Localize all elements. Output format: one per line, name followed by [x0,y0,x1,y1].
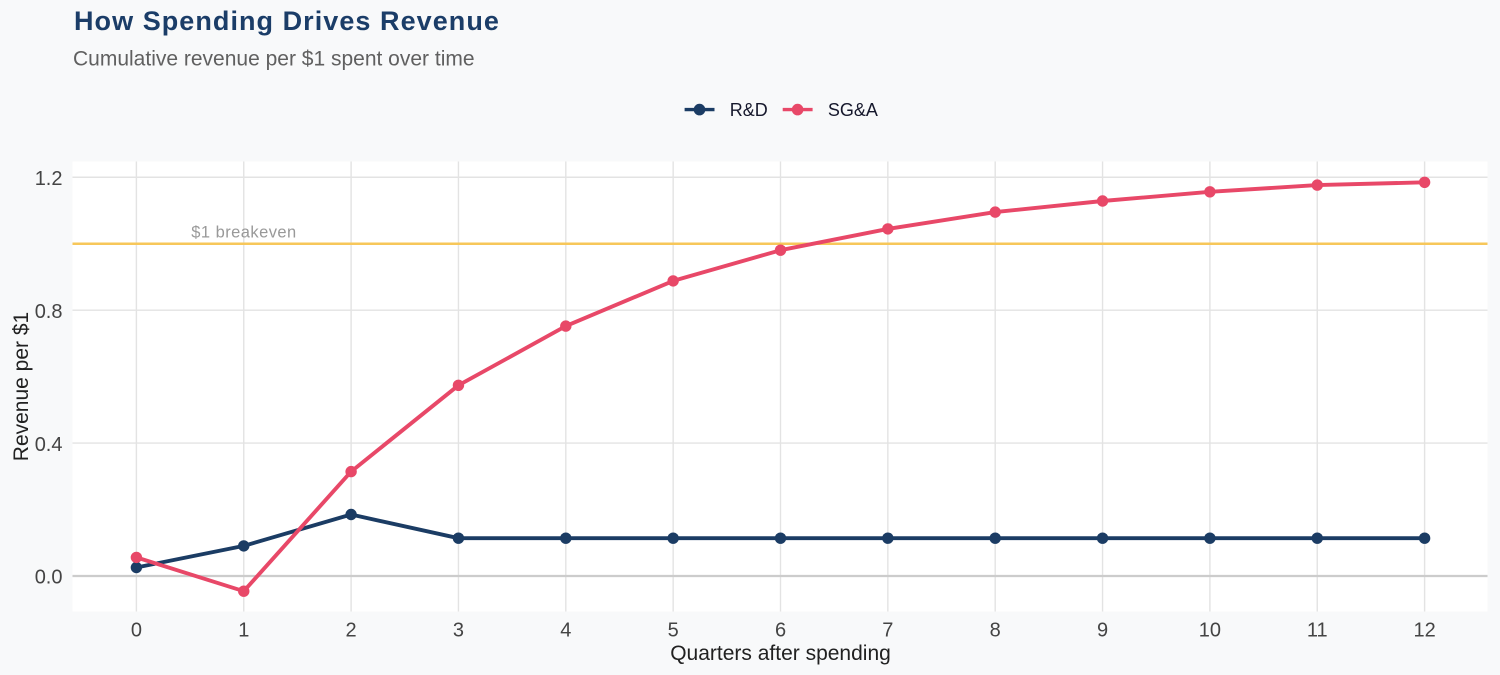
svg-text:SG&A: SG&A [828,100,878,120]
svg-text:1: 1 [238,620,249,642]
svg-text:How Spending Drives Revenue: How Spending Drives Revenue [74,6,500,36]
svg-text:8: 8 [990,620,1001,642]
svg-text:12: 12 [1413,620,1435,642]
svg-text:0.4: 0.4 [35,434,63,456]
svg-text:0.0: 0.0 [35,567,63,589]
svg-text:6: 6 [775,620,786,642]
svg-text:R&D: R&D [730,100,768,120]
svg-text:9: 9 [1097,620,1108,642]
svg-text:1.2: 1.2 [35,168,63,190]
svg-text:Quarters after spending: Quarters after spending [670,642,891,665]
svg-text:10: 10 [1199,620,1221,642]
svg-text:3: 3 [453,620,464,642]
svg-text:7: 7 [882,620,893,642]
svg-text:11: 11 [1307,620,1328,642]
svg-text:4: 4 [560,620,571,642]
svg-text:5: 5 [668,620,679,642]
svg-text:$1 breakeven: $1 breakeven [191,224,296,242]
svg-text:Cumulative revenue per $1 spen: Cumulative revenue per $1 spent over tim… [73,48,475,71]
svg-text:2: 2 [346,620,357,642]
svg-text:0.8: 0.8 [35,301,63,323]
svg-text:Revenue per $1: Revenue per $1 [10,312,33,461]
svg-text:0: 0 [131,620,142,642]
